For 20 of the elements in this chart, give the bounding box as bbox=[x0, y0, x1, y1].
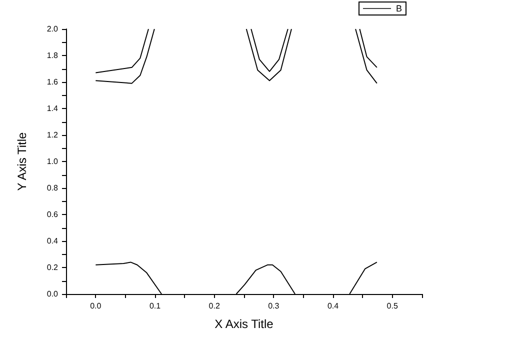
x-tick-label: 0.5 bbox=[386, 302, 398, 310]
y-axis-title: Y Axis Title bbox=[15, 132, 29, 191]
x-tick-label: 0.1 bbox=[149, 302, 162, 310]
y-tick-label: 0.2 bbox=[46, 263, 59, 272]
y-tick-label: 1.6 bbox=[46, 78, 59, 86]
y-tick-label: 2.0 bbox=[46, 24, 59, 34]
x-tick-label: 0.3 bbox=[268, 302, 280, 310]
y-tick-label: 1.8 bbox=[46, 51, 59, 60]
x-tick-label: 0.2 bbox=[208, 302, 220, 310]
x-tick-label: 0.4 bbox=[327, 302, 340, 310]
y-tick-label: 0.0 bbox=[46, 290, 59, 298]
y-tick-label: 1.0 bbox=[46, 157, 59, 166]
y-tick-label: 0.6 bbox=[46, 210, 59, 219]
x-axis-title: X Axis Title bbox=[214, 317, 274, 331]
y-tick-label: 1.4 bbox=[46, 104, 59, 113]
y-tick-label: 1.2 bbox=[46, 130, 59, 140]
x-tick-label: 0.0 bbox=[90, 302, 102, 310]
y-tick-label: 0.8 bbox=[46, 184, 59, 192]
y-tick-label: 0.4 bbox=[46, 236, 59, 246]
legend-label: B bbox=[396, 4, 402, 14]
